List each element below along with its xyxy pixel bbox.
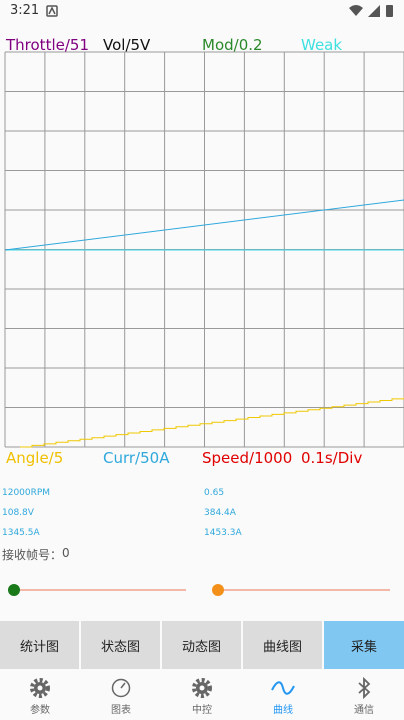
reading: 1345.5A <box>2 528 40 538</box>
nav-item[interactable]: 图表 <box>81 674 161 720</box>
slider-thumb[interactable] <box>8 584 20 596</box>
reading: 384.4A <box>204 508 236 518</box>
trace <box>20 397 404 448</box>
button[interactable]: 动态图 <box>162 621 241 669</box>
legend-label: Speed/1000 <box>202 449 293 467</box>
reading: 108.8V <box>2 508 34 518</box>
reading: 0.65 <box>204 488 225 498</box>
status-icon <box>46 5 58 17</box>
legend-label: Curr/50A <box>103 449 170 467</box>
nav-label: 曲线 <box>273 705 293 716</box>
status-icons <box>349 5 393 17</box>
status-time: 3:21 <box>10 3 40 18</box>
nav-label: 参数 <box>30 705 50 716</box>
nav-label: 中控 <box>192 705 212 716</box>
legend-label: Angle/5 <box>6 449 64 467</box>
nav-item[interactable]: 曲线 <box>243 674 323 720</box>
button[interactable]: 采集 <box>324 621 404 669</box>
legend-label: Vol/5V <box>103 36 151 54</box>
frame-value: 0 <box>62 546 70 560</box>
plot <box>4 51 404 448</box>
slider-thumb[interactable] <box>212 584 224 596</box>
frame-label: 接收帧号： <box>2 548 63 562</box>
nav-label: 通信 <box>354 705 374 716</box>
reading: 12000RPM <box>2 488 51 498</box>
legend-label: Throttle/51 <box>6 36 89 54</box>
legend-label: Mod/0.2 <box>202 36 263 54</box>
button[interactable]: 曲线图 <box>243 621 322 669</box>
button[interactable]: 状态图 <box>81 621 160 669</box>
legend-label: Weak <box>301 36 343 54</box>
nav-item[interactable]: 参数 <box>0 674 80 720</box>
nav-item[interactable]: 中控 <box>162 674 242 720</box>
nav-label: 图表 <box>111 705 131 716</box>
trace <box>4 199 404 251</box>
nav-item[interactable]: 通信 <box>324 674 404 720</box>
legend-label: 0.1s/Div <box>301 449 363 467</box>
sliders[interactable] <box>0 580 404 600</box>
reading: 1453.3A <box>204 528 242 538</box>
button[interactable]: 统计图 <box>0 621 79 669</box>
